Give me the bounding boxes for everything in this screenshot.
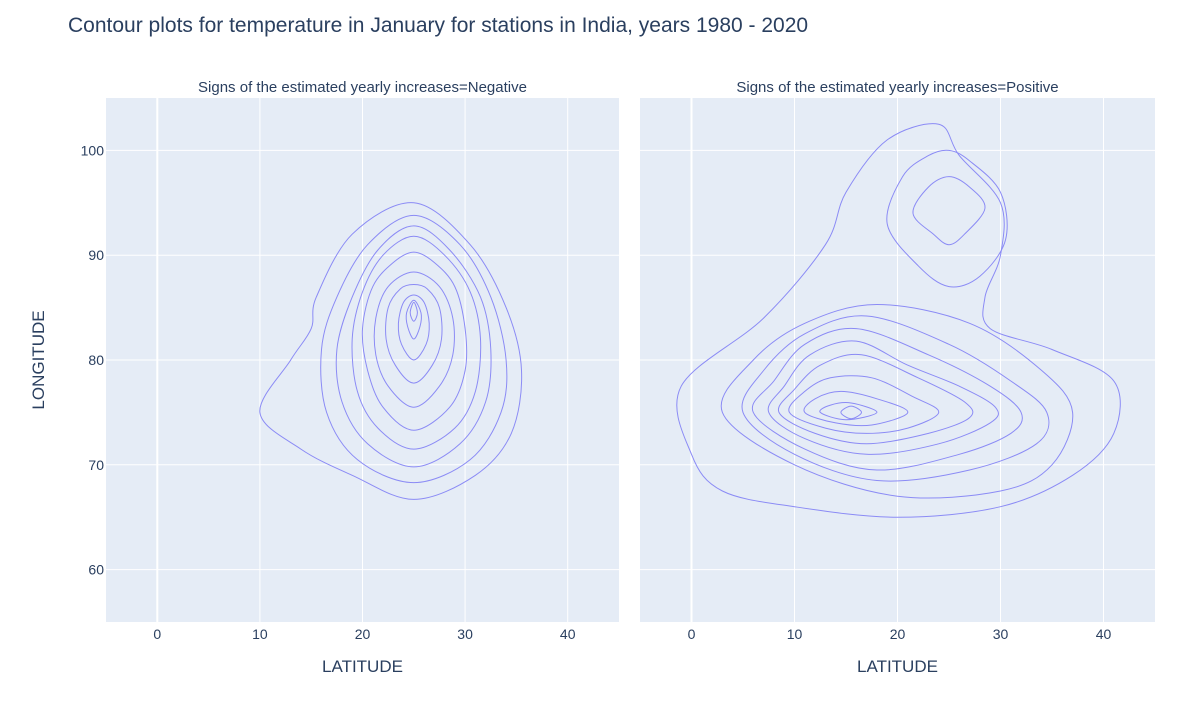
x-tick-label: 40: [1096, 626, 1112, 642]
contour-line: [405, 299, 422, 340]
contour-line: [767, 340, 999, 455]
contour-line: [720, 303, 1074, 499]
contour-line: [373, 271, 455, 408]
x-tick-label: 10: [787, 626, 803, 642]
y-tick-label: 80: [88, 352, 104, 368]
y-tick-label: 60: [88, 562, 104, 578]
contour-line: [320, 214, 508, 484]
subplot-negative: 0 10 20 30 40 60 70 80 90 100 Signs of the estimat…: [29, 79, 619, 676]
subplot-title: Signs of the estimated yearly increases=…: [198, 79, 527, 96]
y-tick-label: 90: [88, 247, 104, 263]
x-axis-title: LATITUDE: [857, 657, 938, 676]
contour-line: [751, 327, 1023, 471]
contour-line: [788, 375, 940, 434]
subplot-positive: 0 10 20 30 40 Signs of the estimated yearly i…: [640, 79, 1155, 676]
contour-line: [819, 402, 878, 421]
contour-line: [803, 390, 909, 427]
y-axis-title: LONGITUDE: [29, 310, 48, 409]
subplot-title: Signs of the estimated yearly increases=…: [736, 79, 1058, 96]
contour-line: [409, 301, 418, 322]
contour-line: [335, 225, 492, 468]
y-tick-label: 70: [88, 457, 104, 473]
contour-line: [385, 283, 443, 384]
contour-line: [351, 235, 482, 450]
contour-line: [259, 202, 523, 500]
x-tick-label: 30: [457, 626, 473, 642]
x-tick-label: 0: [688, 626, 696, 642]
contour-line: [886, 149, 1008, 288]
x-tick-label: 20: [890, 626, 906, 642]
x-tick-label: 10: [252, 626, 268, 642]
contour-line: [912, 176, 986, 246]
x-axis-title: LATITUDE: [322, 657, 403, 676]
contour-line: [676, 123, 1121, 518]
y-tick-label: 100: [81, 142, 105, 158]
contour-line: [397, 294, 430, 361]
x-tick-label: 40: [560, 626, 576, 642]
x-tick-label: 30: [993, 626, 1009, 642]
contour-line: [741, 315, 1050, 482]
chart-title: Contour plots for temperature in January…: [68, 14, 809, 37]
contour-line: [777, 353, 974, 445]
x-tick-label: 20: [355, 626, 371, 642]
x-tick-label: 0: [153, 626, 161, 642]
contour-line: [361, 251, 468, 431]
contour-line: [840, 405, 863, 420]
